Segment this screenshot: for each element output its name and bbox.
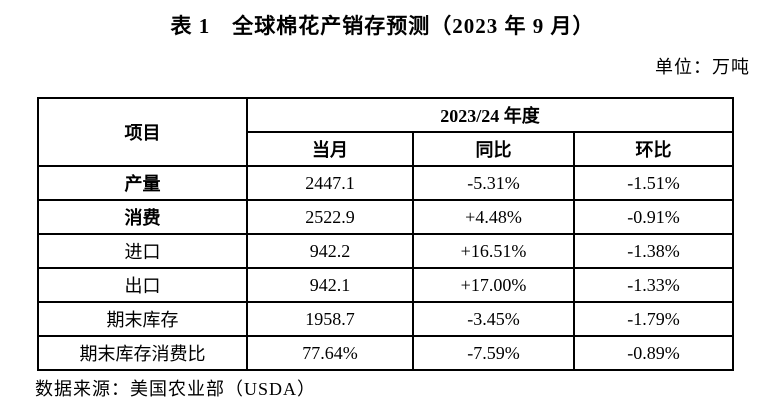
column-header-mom: 环比 — [572, 131, 735, 167]
yoy-value: +16.51% — [412, 233, 575, 269]
current-month-value: 942.1 — [246, 267, 414, 303]
cotton-forecast-table: 项目 2023/24 年度 当月 同比 环比 产量 2447.1 -5.31% … — [37, 97, 735, 371]
current-month-value: 2447.1 — [246, 165, 414, 201]
row-label: 产量 — [37, 165, 248, 201]
table-header: 项目 2023/24 年度 当月 同比 环比 — [37, 97, 735, 167]
table-row: 消费 2522.9 +4.48% -0.91% — [37, 199, 735, 235]
table-body: 产量 2447.1 -5.31% -1.51% 消费 2522.9 +4.48%… — [37, 165, 735, 371]
row-label: 期末库存 — [37, 301, 248, 337]
unit-label: 单位：万吨 — [655, 57, 750, 77]
mom-value: -0.89% — [572, 335, 735, 371]
row-label: 进口 — [37, 233, 248, 269]
current-month-value: 942.2 — [246, 233, 414, 269]
mom-value: -1.51% — [572, 165, 735, 201]
current-month-value: 1958.7 — [246, 301, 414, 337]
row-label: 期末库存消费比 — [37, 335, 248, 371]
table-row: 产量 2447.1 -5.31% -1.51% — [37, 165, 735, 201]
column-header-yoy: 同比 — [412, 131, 575, 167]
mom-value: -0.91% — [572, 199, 735, 235]
row-label: 消费 — [37, 199, 248, 235]
table-row: 期末库存消费比 77.64% -7.59% -0.89% — [37, 335, 735, 371]
data-source-note: 数据来源：美国农业部（USDA） — [35, 379, 317, 399]
yoy-value: +17.00% — [412, 267, 575, 303]
table-title: 表 1 全球棉花产销存预测（2023 年 9 月） — [170, 14, 595, 38]
column-header-current: 当月 — [246, 131, 414, 167]
row-label: 出口 — [37, 267, 248, 303]
yoy-value: -7.59% — [412, 335, 575, 371]
mom-value: -1.38% — [572, 233, 735, 269]
table-row: 出口 942.1 +17.00% -1.33% — [37, 267, 735, 303]
mom-value: -1.33% — [572, 267, 735, 303]
header-row-year: 项目 2023/24 年度 — [37, 97, 735, 167]
yoy-value: -5.31% — [412, 165, 575, 201]
column-header-item: 项目 — [37, 97, 248, 167]
current-month-value: 2522.9 — [246, 199, 414, 235]
table-row: 进口 942.2 +16.51% -1.38% — [37, 233, 735, 269]
current-month-value: 77.64% — [246, 335, 414, 371]
header-row-subcols: 当月 同比 环比 — [38, 131, 735, 167]
table-row: 期末库存 1958.7 -3.45% -1.79% — [37, 301, 735, 337]
mom-value: -1.79% — [572, 301, 735, 337]
yoy-value: +4.48% — [412, 199, 575, 235]
yoy-value: -3.45% — [412, 301, 575, 337]
column-header-year-group: 2023/24 年度 — [245, 97, 735, 133]
